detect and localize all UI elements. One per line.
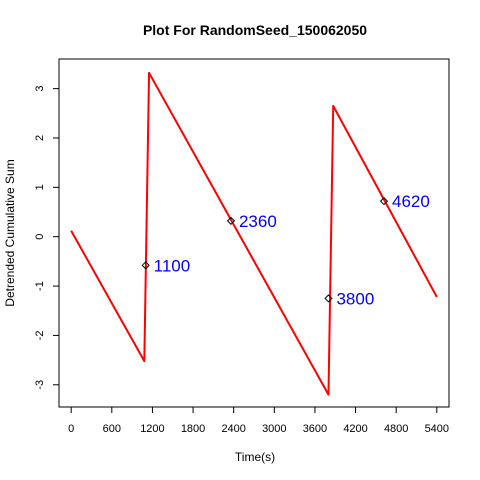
- x-tick-label: 2400: [221, 423, 245, 435]
- chart-title: Plot For RandomSeed_150062050: [143, 22, 367, 38]
- x-axis: 0 600 1200 1800 2400 3000 3600 4200 4800 5400: [68, 406, 449, 435]
- y-tick-label: 1: [34, 184, 46, 190]
- annotation-label: 3800: [336, 289, 374, 308]
- annotation-marker: [379, 197, 389, 206]
- y-tick-label: 0: [34, 234, 46, 240]
- x-tick-label: 0: [68, 423, 74, 435]
- annotation-marker: [141, 261, 150, 270]
- annotation-layer: 1100 2360 3800 4620: [141, 192, 430, 308]
- x-tick-label: 1800: [181, 423, 205, 435]
- annotation-label: 4620: [392, 192, 430, 211]
- x-tick-label: 1200: [140, 423, 164, 435]
- y-tick-label: -2: [34, 331, 46, 341]
- annotation-marker: [324, 294, 333, 303]
- annotation-label: 1100: [154, 256, 191, 275]
- x-axis-label: Time(s): [235, 450, 275, 464]
- x-tick-label: 4800: [384, 423, 408, 435]
- y-axis-label: Detrended Cumulative Sum: [3, 159, 17, 306]
- x-tick-label: 3000: [262, 423, 286, 435]
- y-tick-label: 3: [34, 86, 46, 92]
- x-tick-label: 4200: [343, 423, 367, 435]
- y-tick-label: -3: [34, 380, 46, 390]
- x-tick-label: 3600: [303, 423, 327, 435]
- plot-frame: [58, 58, 450, 408]
- annotation-marker: [226, 216, 236, 226]
- y-tick-label: 2: [34, 135, 46, 141]
- series-layer: [70, 71, 438, 396]
- series-line: [70, 71, 438, 396]
- x-tick-label: 5400: [425, 423, 449, 435]
- y-axis: -3 -2 -1 0 1 2 3: [34, 86, 60, 390]
- y-tick-label: -1: [34, 281, 46, 291]
- x-tick-label: 600: [103, 423, 121, 435]
- annotation-label: 2360: [239, 212, 277, 231]
